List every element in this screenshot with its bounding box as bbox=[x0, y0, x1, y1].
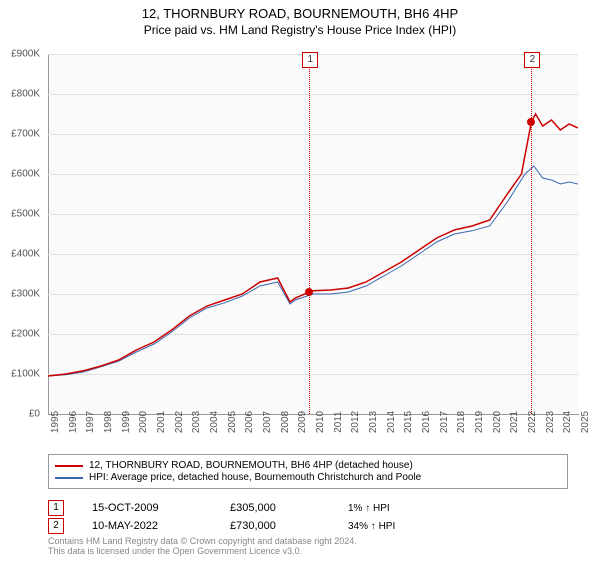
sales-row-1: 1 15-OCT-2009 £305,000 1% ↑ HPI bbox=[48, 500, 568, 516]
y-tick-label: £200K bbox=[11, 329, 40, 340]
footer: Contains HM Land Registry data © Crown c… bbox=[48, 536, 357, 556]
x-tick-label: 2014 bbox=[386, 411, 397, 433]
x-tick-label: 2017 bbox=[439, 411, 450, 433]
sales-row-2: 2 10-MAY-2022 £730,000 34% ↑ HPI bbox=[48, 518, 568, 534]
x-tick-label: 2000 bbox=[138, 411, 149, 433]
sale-date-2: 10-MAY-2022 bbox=[92, 520, 202, 532]
sale-marker-2-icon: 2 bbox=[48, 518, 64, 534]
sale-date-1: 15-OCT-2009 bbox=[92, 502, 202, 514]
y-tick-label: £700K bbox=[11, 129, 40, 140]
x-tick-label: 2019 bbox=[474, 411, 485, 433]
y-tick-label: £800K bbox=[11, 89, 40, 100]
x-tick-label: 1997 bbox=[85, 411, 96, 433]
y-tick-label: £900K bbox=[11, 49, 40, 60]
x-tick-label: 2013 bbox=[368, 411, 379, 433]
legend-swatch-hpi bbox=[55, 477, 83, 479]
line-series-svg bbox=[48, 54, 578, 414]
x-tick-label: 2015 bbox=[403, 411, 414, 433]
chart-container: 12, THORNBURY ROAD, BOURNEMOUTH, BH6 4HP… bbox=[0, 6, 600, 566]
sale-price-1: £305,000 bbox=[230, 502, 320, 514]
chart-area: £0£100K£200K£300K£400K£500K£600K£700K£80… bbox=[48, 54, 578, 414]
x-tick-label: 2006 bbox=[244, 411, 255, 433]
x-tick-label: 2023 bbox=[545, 411, 556, 433]
y-tick-label: £300K bbox=[11, 289, 40, 300]
chart-title: 12, THORNBURY ROAD, BOURNEMOUTH, BH6 4HP bbox=[0, 6, 600, 21]
x-tick-label: 2002 bbox=[174, 411, 185, 433]
sale-callout-2: 2 bbox=[524, 52, 540, 68]
footer-line1: Contains HM Land Registry data © Crown c… bbox=[48, 536, 357, 546]
x-tick-label: 1996 bbox=[68, 411, 79, 433]
x-tick-label: 2011 bbox=[333, 411, 344, 433]
sale-callout-1: 1 bbox=[302, 52, 318, 68]
x-tick-label: 2024 bbox=[562, 411, 573, 433]
legend-item-hpi: HPI: Average price, detached house, Bour… bbox=[55, 472, 561, 483]
sale-dot-1 bbox=[305, 288, 313, 296]
x-tick-label: 2025 bbox=[580, 411, 591, 433]
x-tick-label: 2008 bbox=[280, 411, 291, 433]
sale-marker-1-icon: 1 bbox=[48, 500, 64, 516]
x-tick-label: 2021 bbox=[509, 411, 520, 433]
sale-vline-2 bbox=[531, 54, 532, 414]
x-tick-label: 2010 bbox=[315, 411, 326, 433]
x-tick-label: 2007 bbox=[262, 411, 273, 433]
sale-dot-2 bbox=[527, 118, 535, 126]
y-tick-label: £600K bbox=[11, 169, 40, 180]
legend-swatch-price bbox=[55, 465, 83, 467]
x-tick-label: 2018 bbox=[456, 411, 467, 433]
x-tick-label: 2012 bbox=[350, 411, 361, 433]
x-tick-label: 2020 bbox=[492, 411, 503, 433]
x-tick-label: 2001 bbox=[156, 411, 167, 433]
legend-item-price: 12, THORNBURY ROAD, BOURNEMOUTH, BH6 4HP… bbox=[55, 460, 561, 471]
y-tick-label: £100K bbox=[11, 369, 40, 380]
footer-line2: This data is licensed under the Open Gov… bbox=[48, 546, 357, 556]
sale-delta-1: 1% ↑ HPI bbox=[348, 503, 390, 514]
legend-label-hpi: HPI: Average price, detached house, Bour… bbox=[89, 472, 421, 483]
sale-vline-1 bbox=[309, 54, 310, 414]
sales-table: 1 15-OCT-2009 £305,000 1% ↑ HPI 2 10-MAY… bbox=[48, 498, 568, 536]
x-tick-label: 2022 bbox=[527, 411, 538, 433]
x-tick-label: 2003 bbox=[191, 411, 202, 433]
x-tick-label: 1998 bbox=[103, 411, 114, 433]
sale-price-2: £730,000 bbox=[230, 520, 320, 532]
y-tick-label: £500K bbox=[11, 209, 40, 220]
series-line-hpi bbox=[48, 166, 578, 376]
x-tick-label: 1995 bbox=[50, 411, 61, 433]
series-line-price_paid bbox=[48, 114, 578, 376]
chart-subtitle: Price paid vs. HM Land Registry's House … bbox=[0, 23, 600, 37]
y-tick-label: £400K bbox=[11, 249, 40, 260]
y-tick-label: £0 bbox=[29, 409, 40, 420]
x-tick-label: 2009 bbox=[297, 411, 308, 433]
x-tick-label: 1999 bbox=[121, 411, 132, 433]
x-tick-label: 2004 bbox=[209, 411, 220, 433]
sale-delta-2: 34% ↑ HPI bbox=[348, 521, 395, 532]
x-tick-label: 2016 bbox=[421, 411, 432, 433]
x-tick-label: 2005 bbox=[227, 411, 238, 433]
legend: 12, THORNBURY ROAD, BOURNEMOUTH, BH6 4HP… bbox=[48, 454, 568, 489]
legend-label-price: 12, THORNBURY ROAD, BOURNEMOUTH, BH6 4HP… bbox=[89, 460, 413, 471]
